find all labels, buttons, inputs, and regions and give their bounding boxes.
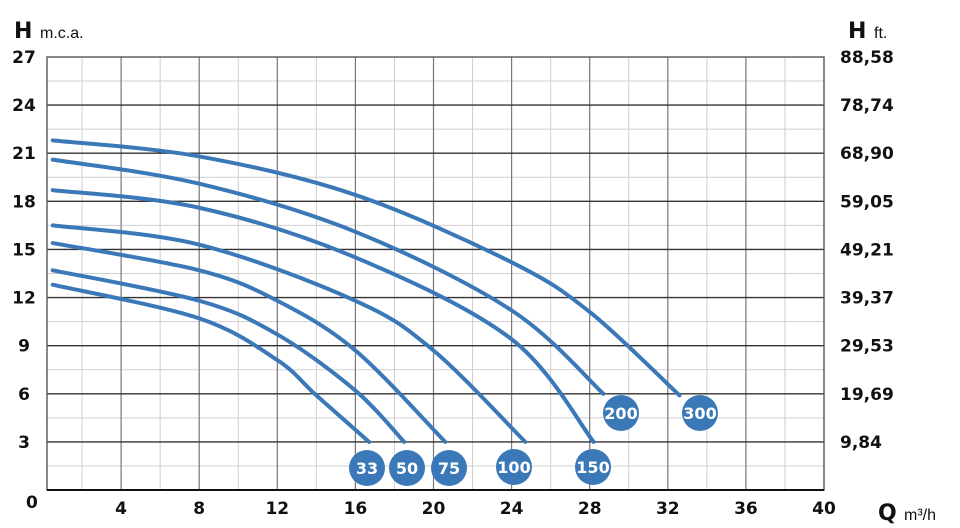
- badge-label-200: 200: [604, 404, 637, 423]
- badge-200: [603, 395, 639, 431]
- x-tick-label: 28: [578, 499, 602, 519]
- left-tick-label: 15: [12, 240, 36, 260]
- badge-150: [575, 449, 611, 485]
- x-axis-unit: m³/h: [904, 507, 936, 524]
- x-tick-label: 20: [422, 499, 446, 519]
- badge-label-300: 300: [683, 404, 716, 423]
- left-tick-label: 21: [12, 144, 36, 164]
- tick-labels: 03691215182124279,8419,6929,5339,3749,21…: [12, 48, 894, 519]
- badge-label-33: 33: [356, 459, 378, 478]
- right-tick-label: 9,84: [840, 433, 882, 453]
- badge-33: [349, 450, 385, 486]
- right-tick-label: 49,21: [840, 240, 894, 260]
- right-tick-label: 88,58: [840, 48, 894, 68]
- x-tick-label: 24: [500, 499, 524, 519]
- left-tick-label: 0: [26, 493, 38, 513]
- x-tick-label: 8: [193, 499, 205, 519]
- curve-150: [50, 188, 596, 444]
- badge-label-50: 50: [396, 459, 418, 478]
- badge-100: [496, 449, 532, 485]
- curve-75: [50, 241, 448, 444]
- badge-75: [431, 450, 467, 486]
- left-tick-label: 9: [18, 337, 30, 357]
- left-tick-label: 18: [12, 192, 36, 212]
- curve-200: [50, 157, 606, 396]
- left-tick-label: 12: [12, 289, 36, 309]
- x-tick-label: 12: [265, 499, 289, 519]
- x-axis-symbol: Q: [878, 501, 897, 526]
- curve-50: [50, 268, 407, 444]
- left-tick-label: 27: [12, 48, 36, 68]
- right-axis-unit: ft.: [874, 25, 887, 42]
- curve-33: [50, 282, 372, 444]
- left-tick-label: 24: [12, 96, 36, 116]
- left-axis-unit: m.c.a.: [40, 25, 84, 42]
- curve-100: [50, 223, 528, 444]
- right-tick-label: 39,37: [840, 289, 894, 309]
- right-tick-label: 29,53: [840, 337, 894, 357]
- right-tick-label: 59,05: [840, 192, 894, 212]
- badge-50: [389, 450, 425, 486]
- curve-300: [50, 138, 682, 398]
- curves: [50, 138, 682, 444]
- left-tick-label: 6: [18, 385, 30, 405]
- right-axis-symbol: H: [848, 19, 866, 44]
- left-tick-label: 3: [18, 433, 30, 453]
- x-tick-label: 16: [344, 499, 368, 519]
- badge-label-150: 150: [576, 458, 609, 477]
- badge-label-75: 75: [438, 459, 460, 478]
- grid: [46, 56, 825, 491]
- curve-labels: 300 200 150 100 75 50 33: [349, 395, 718, 486]
- badge-300: [682, 395, 718, 431]
- x-tick-label: 40: [812, 499, 836, 519]
- badge-label-100: 100: [497, 458, 530, 477]
- left-axis-symbol: H: [14, 19, 32, 44]
- x-tick-label: 36: [734, 499, 758, 519]
- x-tick-label: 4: [115, 499, 127, 519]
- right-tick-label: 78,74: [840, 96, 894, 116]
- x-tick-label: 32: [656, 499, 680, 519]
- right-tick-label: 19,69: [840, 385, 894, 405]
- right-tick-label: 68,90: [840, 144, 894, 164]
